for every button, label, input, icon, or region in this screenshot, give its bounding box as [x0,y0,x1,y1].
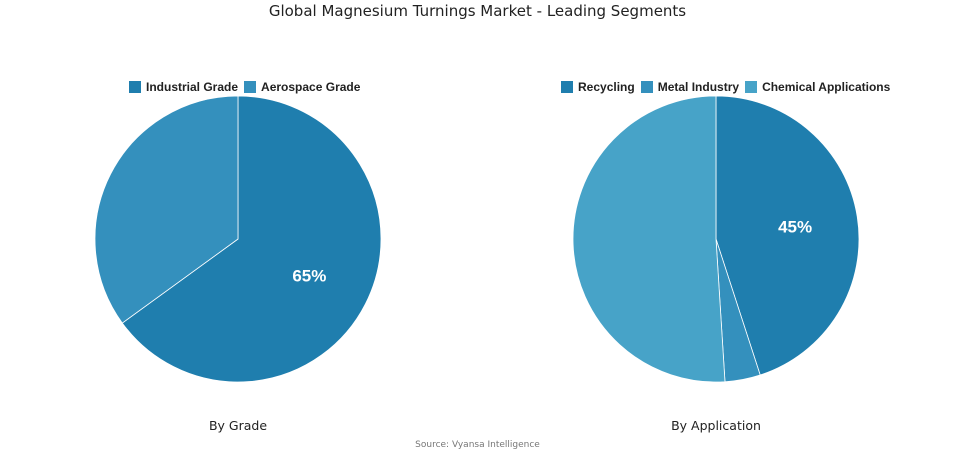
legend-label: Aerospace Grade [261,80,361,94]
legend-item-aerospace-grade: Aerospace Grade [244,80,360,94]
legend-grade: Industrial Grade Aerospace Grade [129,79,366,95]
chart-subtitle-application: By Application [671,418,761,433]
pie-chart-grade: 65% [94,95,382,383]
legend-label: Chemical Applications [762,80,891,94]
legend-label: Industrial Grade [146,80,239,94]
legend-item-industrial-grade: Industrial Grade [129,80,238,94]
legend-item-chemical-applications: Chemical Applications [745,80,890,94]
legend-item-recycling: Recycling [561,80,635,94]
legend-item-metal-industry: Metal Industry [640,80,740,94]
pie-slice-industrial-grade [121,95,382,383]
legend-label: Recycling [578,80,635,94]
pie-slice-recycling [715,95,860,376]
legend-label: Metal Industry [657,80,740,94]
pie-data-label: 65% [292,266,326,285]
legend-swatch [129,81,141,93]
legend-application: Recycling Metal Industry Chemical Applic… [561,79,896,95]
pie-slice-aerospace-grade [94,95,239,324]
legend-swatch [244,81,257,93]
legend-swatch [640,81,653,93]
pie-data-label: 45% [778,217,812,236]
chart-title: Global Magnesium Turnings Market - Leadi… [268,2,687,20]
legend-swatch [745,81,758,93]
pie-slice-chemical-applications [572,95,726,383]
chart-subtitle-grade: By Grade [208,418,268,433]
source-note: Source: Vyansa Intelligence [415,440,540,450]
pie-chart-application: 45% [572,95,860,383]
legend-swatch [561,81,573,93]
